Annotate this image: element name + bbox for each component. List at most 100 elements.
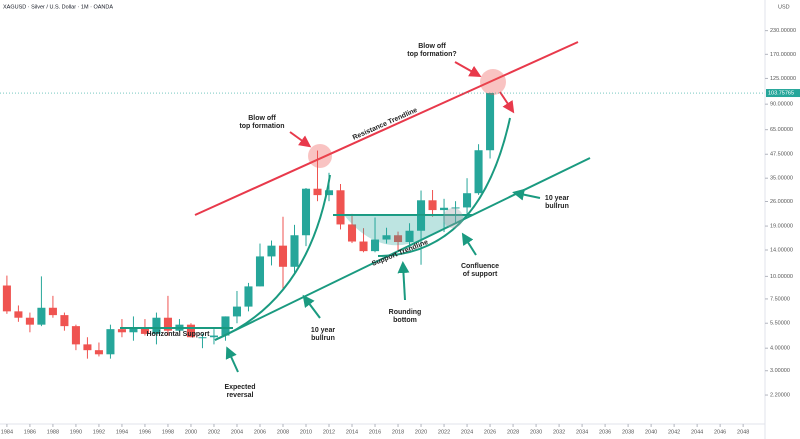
y-tick-label: 35.00000	[770, 176, 793, 182]
candle-body	[301, 188, 311, 236]
y-tick-label: 7.50000	[770, 296, 790, 302]
candle-body	[290, 235, 299, 267]
currency: USD	[778, 4, 790, 10]
arrow	[454, 61, 482, 77]
x-tick-label: 1986	[24, 429, 36, 435]
x-tick-label: 2022	[438, 429, 450, 435]
arrow	[225, 346, 239, 373]
y-tick-label: 10.00000	[770, 274, 793, 280]
candle-body	[163, 317, 172, 331]
annotation: reversal	[227, 392, 254, 399]
x-tick-label: 2010	[300, 429, 312, 435]
annotation: Confluence	[461, 263, 499, 270]
x-tick-label: 1988	[47, 429, 59, 435]
resistance-trendline	[194, 41, 579, 216]
annotation: Blow off	[248, 115, 276, 122]
candle-body	[451, 207, 460, 209]
candle-body	[382, 235, 391, 240]
x-tick-label: 2002	[208, 429, 220, 435]
x-tick-label: 2026	[484, 429, 496, 435]
y-tick-label: 65.00000	[770, 127, 793, 133]
candle-body	[440, 207, 449, 211]
rounding-bottom-area	[344, 215, 470, 246]
x-tick-label: 2020	[415, 429, 427, 435]
x-tick-label: 2000	[185, 429, 197, 435]
drawings	[120, 41, 591, 373]
candle-body	[244, 286, 253, 307]
candle-body	[2, 285, 11, 312]
x-tick-label: 2024	[461, 429, 473, 435]
candle-body	[25, 317, 34, 325]
candle-body	[278, 245, 288, 267]
x-tick-label: 2032	[553, 429, 565, 435]
arrow	[499, 91, 515, 114]
candle-body	[129, 327, 138, 333]
arrow	[397, 261, 410, 301]
candle-body	[221, 316, 230, 336]
annotation: Expected	[224, 384, 255, 391]
annotation: bottom	[393, 317, 417, 324]
x-tick-label: 2040	[645, 429, 657, 435]
candle-body	[140, 327, 149, 334]
candle-body	[313, 188, 322, 196]
candle-body	[359, 241, 368, 252]
candle-body	[474, 150, 483, 194]
y-tick-label: 14.00000	[770, 247, 793, 253]
arrow	[302, 294, 321, 319]
candle-body	[394, 235, 403, 243]
x-tick-label: 1992	[93, 429, 105, 435]
candle-body	[232, 306, 242, 317]
x-tick-label: 2014	[346, 429, 358, 435]
y-tick-label: 47.50000	[770, 152, 793, 158]
annotation: 10 year	[545, 195, 569, 202]
candle-body	[370, 239, 380, 252]
y-tick-label: 5.50000	[770, 321, 790, 327]
x-tick-label: 1998	[162, 429, 174, 435]
candle-body	[336, 190, 345, 225]
annotation: Rounding	[389, 309, 422, 316]
x-tick-label: 1996	[139, 429, 151, 435]
x-tick-label: 2028	[507, 429, 519, 435]
annotation: Blow off	[418, 43, 446, 50]
x-tick-label: 2016	[369, 429, 381, 435]
x-tick-label: 2006	[254, 429, 266, 435]
candle-body	[463, 193, 472, 208]
bullrun-curve	[377, 117, 511, 257]
x-tick-label: 2012	[323, 429, 335, 435]
candle-body	[106, 329, 115, 355]
y-tick-label: 2.20000	[770, 392, 790, 398]
y-tick-label: 125.00000	[770, 76, 796, 82]
annotation: 10 year	[311, 327, 335, 334]
arrow	[512, 188, 541, 201]
candle-body	[209, 335, 218, 338]
candle-body	[37, 307, 46, 325]
candle-body	[198, 337, 207, 339]
candle-body	[60, 315, 69, 327]
x-tick-label: 1990	[70, 429, 82, 435]
y-tick-label: 19.00000	[770, 224, 793, 230]
y-tick-label: 90.00000	[770, 102, 793, 108]
annotation: Horizontal Support	[147, 331, 211, 338]
x-tick-label: 2004	[231, 429, 243, 435]
last-price-box	[766, 89, 800, 98]
candle-body	[117, 329, 126, 333]
x-tick-label: 2008	[277, 429, 289, 435]
candle-body	[486, 93, 495, 151]
candle-body	[48, 307, 57, 316]
highlight-circle	[308, 144, 332, 168]
x-tick-label: 1984	[1, 429, 13, 435]
candle-body	[267, 245, 276, 257]
y-tick-label: 3.00000	[770, 368, 790, 374]
annotation: Resistance Trendline	[352, 107, 419, 142]
annotation: bullrun	[545, 203, 569, 210]
candle-body	[71, 326, 80, 345]
x-tick-label: 2042	[668, 429, 680, 435]
candles	[2, 92, 495, 359]
y-tick-label: 4.00000	[770, 346, 790, 352]
candle-body	[83, 344, 92, 351]
chart-title: XAGUSD · Silver / U.S. Dollar · 1M · OAN…	[3, 4, 113, 10]
x-tick-label: 2030	[530, 429, 542, 435]
candle-body	[347, 224, 357, 242]
bullrun-curve	[214, 174, 331, 341]
